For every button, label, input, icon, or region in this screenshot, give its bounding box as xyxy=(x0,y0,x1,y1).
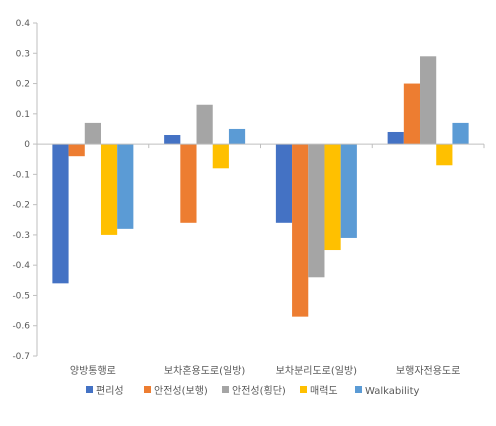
bar xyxy=(452,122,469,145)
y-tick-label: -0.5 xyxy=(12,291,30,301)
legend-label: 매력도 xyxy=(310,385,338,397)
bar xyxy=(292,144,309,317)
legend-label: 안전성(보행) xyxy=(154,385,208,397)
legend-label: Walkability xyxy=(365,386,420,397)
bar xyxy=(68,144,85,157)
category-label: 보차분리도로(일방) xyxy=(276,365,358,377)
y-tick-label: 0.3 xyxy=(16,49,30,59)
bar xyxy=(324,144,341,251)
bar xyxy=(100,144,118,235)
y-tick-label: 0.4 xyxy=(16,19,31,29)
bar xyxy=(180,144,197,223)
bar xyxy=(52,144,69,284)
legend-swatch xyxy=(86,386,93,393)
bar xyxy=(117,144,134,229)
y-tick-label: -0.7 xyxy=(12,352,30,362)
y-tick-label: -0.2 xyxy=(12,201,30,211)
category-label: 보행자전용도로 xyxy=(396,365,460,377)
bar xyxy=(196,104,213,145)
bar xyxy=(275,144,293,223)
category-label: 양방통행로 xyxy=(70,365,116,377)
legend-swatch xyxy=(355,386,362,393)
bar xyxy=(212,144,229,169)
legend-swatch xyxy=(144,386,151,393)
bar xyxy=(436,144,453,166)
bar xyxy=(340,144,357,238)
bar xyxy=(84,122,101,145)
bar xyxy=(228,128,246,145)
y-tick-label: 0.2 xyxy=(16,80,30,90)
bar xyxy=(403,83,421,145)
bar xyxy=(387,131,404,145)
category-label: 보차혼용도로(일방) xyxy=(164,364,246,377)
bar xyxy=(420,56,437,145)
y-tick-label: -0.1 xyxy=(12,170,30,180)
legend-swatch xyxy=(222,386,229,393)
y-tick-label: 0.1 xyxy=(16,110,30,120)
legend-swatch xyxy=(300,386,307,393)
y-tick-label: -0.4 xyxy=(12,261,30,271)
bar xyxy=(164,135,181,145)
legend-label: 편리성 xyxy=(96,385,124,397)
legend-label: 안전성(횡단) xyxy=(232,385,286,397)
y-tick-label: -0.3 xyxy=(12,231,30,241)
y-tick-label: -0.6 xyxy=(12,322,30,332)
bar xyxy=(308,144,325,278)
y-tick-label: 0 xyxy=(24,140,30,150)
